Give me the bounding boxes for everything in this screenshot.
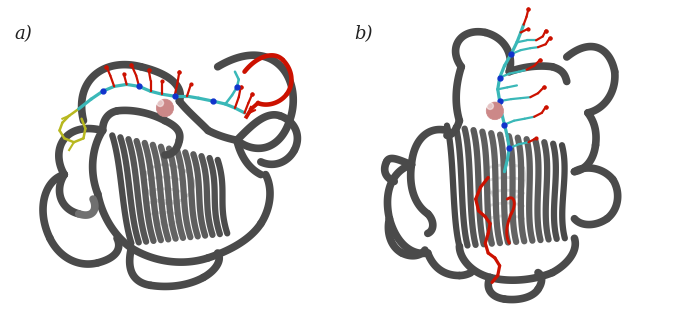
Circle shape xyxy=(157,99,164,107)
Text: a): a) xyxy=(14,25,32,43)
Circle shape xyxy=(156,99,174,117)
Text: b): b) xyxy=(354,25,373,43)
Circle shape xyxy=(486,102,504,120)
Circle shape xyxy=(487,103,494,109)
